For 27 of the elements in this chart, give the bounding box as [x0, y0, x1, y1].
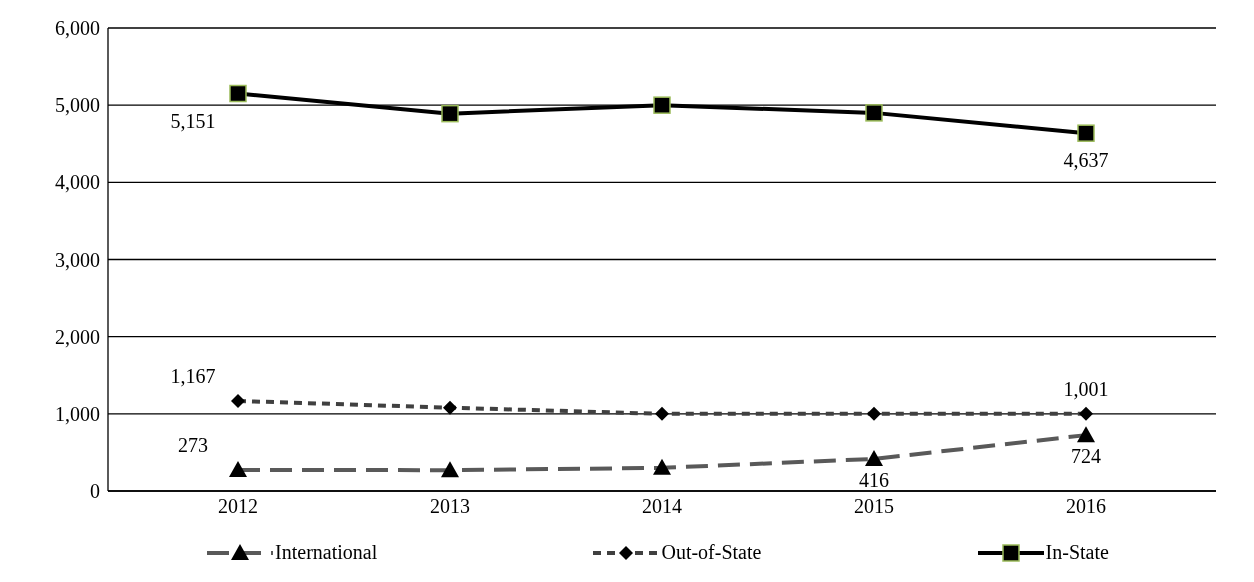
- x-tick-label: 2014: [642, 495, 682, 518]
- data-label: 1,001: [1063, 377, 1109, 400]
- y-tick-label: 2,000: [55, 325, 100, 348]
- x-tick-label: 2013: [430, 495, 470, 518]
- legend-label: In-State: [1045, 541, 1109, 564]
- data-label: 4,637: [1063, 149, 1109, 172]
- point: [441, 104, 459, 123]
- legend-label: Out-of-State: [661, 541, 762, 564]
- x-tick-label: 2015: [854, 495, 894, 518]
- data-label: 1,167: [170, 364, 216, 387]
- y-tick-label: 4,000: [55, 171, 100, 194]
- data-label: 416: [859, 468, 889, 491]
- y-tick-label: 6,000: [55, 17, 100, 40]
- data-label: 5,151: [170, 109, 216, 132]
- point: [653, 96, 671, 114]
- point: [229, 84, 247, 103]
- x-tick-label: 2016: [1066, 495, 1106, 518]
- data-label: 724: [1071, 445, 1101, 468]
- point: [1077, 124, 1095, 142]
- y-tick-label: 5,000: [55, 94, 100, 117]
- y-tick-label: 0: [90, 480, 100, 503]
- data-label: 273: [178, 433, 208, 456]
- x-tick-label: 2012: [218, 495, 258, 518]
- point: [865, 104, 883, 122]
- y-tick-label: 3,000: [55, 248, 100, 271]
- legend-label: International: [275, 541, 378, 564]
- y-tick-label: 1,000: [55, 402, 100, 425]
